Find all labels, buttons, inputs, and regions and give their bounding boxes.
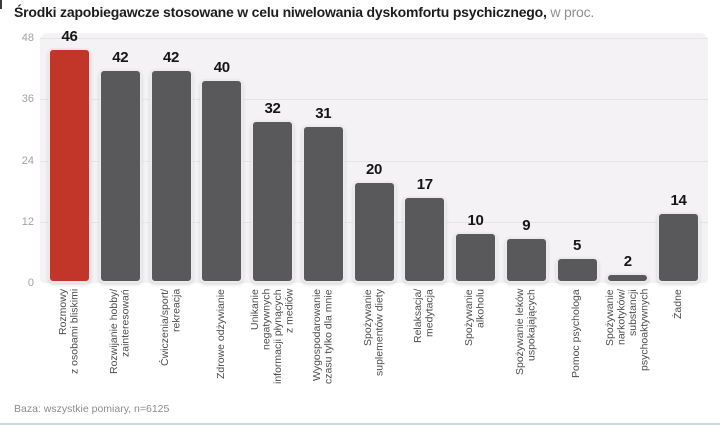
gridline (40, 99, 708, 101)
bar-zone: 46 (48, 28, 91, 283)
bar (200, 79, 244, 283)
bar-category-label: Spożywanie narkotyków/ substancji psycho… (603, 289, 651, 372)
bar-columns: 46 Rozmowy z osobami bliskimi 42 Rozwijanie… (40, 28, 708, 399)
y-axis-tick: 36 (21, 93, 34, 106)
bar-slot: 9 Spożywanie leków uspokajających (504, 33, 548, 399)
y-axis-tick: 0 (27, 277, 34, 289)
category-label-zone: Spożywanie narkotyków/ substancji psycho… (603, 283, 651, 399)
bar-zone: 9 (504, 33, 548, 283)
bar-slot: 14 Żadne (657, 33, 700, 399)
bar (504, 237, 548, 283)
bar-slot: 5 Pomoc psychologa (555, 33, 599, 399)
bar-slot: 10 Spożywanie alkoholu (454, 33, 497, 399)
bar-slot: 17 Relaksacja/ medytacja (403, 33, 447, 399)
bar-zone: 31 (301, 33, 345, 283)
category-label-zone: Spożywanie leków uspokajających (505, 283, 548, 399)
bar-zone: 5 (555, 33, 599, 283)
bar-value-label: 20 (365, 161, 383, 178)
gridline (40, 38, 708, 40)
bottom-rule (0, 423, 720, 425)
bar-category-label: Pomoc psychologa (570, 289, 583, 378)
bar-zone: 42 (98, 33, 142, 283)
bar (454, 232, 497, 283)
bar-zone: 10 (454, 33, 497, 283)
category-label-zone: Rozmowy z osobami bliskimi (48, 283, 91, 399)
bar-category-label: Wygospodarowanie czasu tylko dla mnie (310, 289, 335, 384)
bar-category-label: Zdrowe odżywianie (215, 289, 227, 379)
bar-slot: 20 Spożywanie suplementów diety (352, 33, 396, 399)
bar-slot: 32 Unikanie negatywnych informacji płynąc… (248, 33, 296, 399)
category-label-zone: Unikanie negatywnych informacji płynącyc… (248, 283, 296, 399)
bar-value-label: 14 (670, 192, 687, 209)
bar-value-label: 42 (112, 49, 129, 66)
category-label-zone: Pomoc psychologa (556, 283, 599, 399)
y-axis-tick: 24 (21, 154, 34, 167)
bar (352, 181, 396, 283)
category-label-zone: Żadne (657, 283, 700, 399)
bar-value-label: 42 (162, 49, 180, 66)
bar (555, 257, 599, 283)
bar-zone: 32 (251, 33, 294, 283)
bar-category-label: Żadne (671, 289, 684, 319)
bar-value-label: 2 (623, 253, 632, 270)
category-label-zone: Zdrowe odżywianie (200, 283, 243, 399)
bar (301, 125, 345, 283)
category-label-zone: Relaksacja/ medytacja (403, 283, 446, 399)
bar-zone: 20 (352, 33, 396, 283)
bar (403, 196, 447, 283)
y-axis-tick: 48 (21, 32, 34, 45)
bar-value-label: 40 (213, 59, 230, 76)
bar-category-label: Spożywanie suplementów diety (361, 289, 386, 376)
bar-value-label: 46 (61, 28, 78, 45)
chart-title-main: Środki zapobiegawcze stosowane w celu ni… (14, 4, 547, 20)
category-label-zone: Rozwijanie hobby/ zainteresowań (99, 283, 142, 399)
chart-title-unit: w proc. (546, 4, 595, 20)
bar-value-label: 9 (522, 217, 531, 234)
bar-slot: 2 Spożywanie narkotyków/ substancji psych… (603, 33, 651, 399)
bar (98, 69, 142, 283)
base-note: Baza: wszystkie pomiary, n=6125 (14, 403, 170, 415)
category-label-zone: Ćwiczenia/sport/ rekreacja (150, 283, 193, 399)
category-label-zone: Spożywanie suplementów diety (353, 283, 396, 399)
bar-category-label: Spożywanie alkoholu (463, 289, 487, 346)
bar (657, 212, 700, 283)
bar-value-label: 32 (264, 100, 281, 117)
bar-zone: 42 (149, 33, 193, 283)
bar-category-label: Rozwijanie hobby/ zainteresowań (107, 289, 132, 375)
bar-zone: 2 (606, 33, 650, 283)
chart-title: Środki zapobiegawcze stosowane w celu ni… (14, 4, 712, 20)
bar-category-label: Unikanie negatywnych informacji płynącyc… (248, 289, 296, 384)
bar (48, 48, 91, 283)
bar-slot: 42 Rozwijanie hobby/ zainteresowań (98, 33, 142, 399)
bar-zone: 17 (403, 33, 447, 283)
bar-category-label: Ćwiczenia/sport/ rekreacja (158, 289, 183, 367)
bar-value-label: 17 (416, 176, 433, 193)
bar (149, 69, 193, 283)
bar (251, 120, 294, 283)
corner-artifact (0, 0, 2, 9)
bar-value-label: 10 (467, 212, 484, 229)
category-label-zone: Wygospodarowanie czasu tylko dla mnie (302, 283, 345, 399)
bar-value-label: 31 (315, 105, 332, 122)
bar-slot: 42 Ćwiczenia/sport/ rekreacja (149, 33, 193, 399)
y-axis-tick: 12 (21, 215, 34, 228)
bar-category-label: Spożywanie leków uspokajających (513, 289, 538, 376)
bar-zone: 40 (200, 33, 244, 283)
bar-category-label: Relaksacja/ medytacja (412, 289, 436, 344)
gridline (40, 160, 708, 162)
bar-category-label: Rozmowy z osobami bliskimi (57, 289, 81, 375)
category-label-zone: Spożywanie alkoholu (454, 283, 497, 399)
bar-slot: 46 Rozmowy z osobami bliskimi (48, 28, 91, 399)
bar-value-label: 5 (572, 237, 582, 254)
bar (606, 273, 650, 283)
bar-slot: 31 Wygospodarowanie czasu tylko dla mnie (301, 33, 345, 399)
bar-slot: 40 Zdrowe odżywianie (200, 33, 244, 399)
bar-zone: 14 (657, 33, 700, 283)
